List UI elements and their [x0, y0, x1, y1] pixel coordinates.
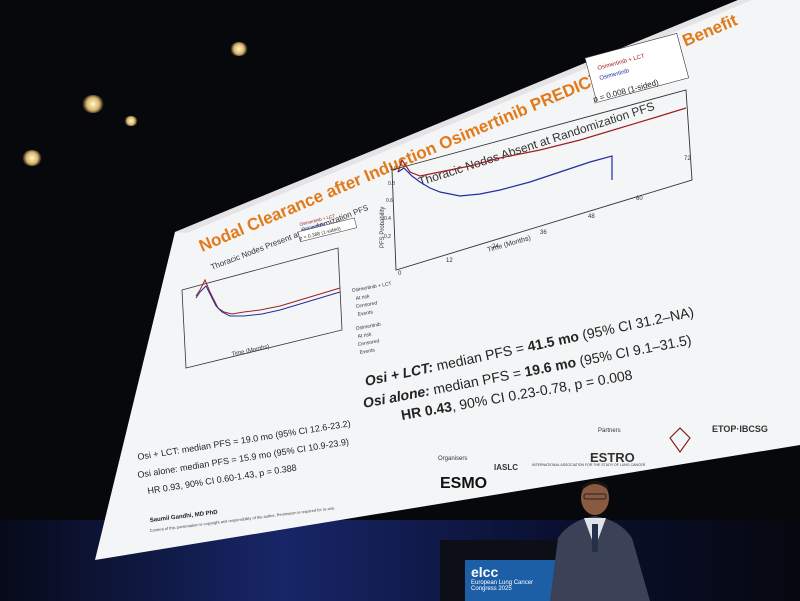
x-tick: 12 — [446, 258, 453, 264]
ceiling-light — [230, 42, 248, 56]
y-tick: 0.4 — [384, 216, 391, 222]
x-tick: 72 — [684, 156, 691, 162]
partner-emblem-icon — [669, 427, 691, 454]
speaker — [550, 481, 650, 601]
x-tick: 60 — [636, 196, 643, 202]
risk-label: Osimertinib — [355, 322, 381, 332]
ceiling-light — [124, 116, 138, 126]
right-y-ticks: 0.2 0.4 0.6 0.8 1.0 — [384, 166, 397, 240]
risk-label: Censored — [355, 300, 378, 310]
risk-label: Events — [357, 309, 374, 318]
left-legend-osi: Osimertinib — [301, 221, 325, 231]
right-ylabel: PFS Probability — [380, 207, 386, 248]
podium-logo: elcc European Lung Cancer Congress 2025 — [465, 560, 565, 601]
y-tick: 0.8 — [388, 181, 395, 187]
x-tick: 0 — [398, 271, 402, 277]
x-tick: 48 — [588, 214, 595, 220]
organisers-label: Organisers — [438, 456, 467, 462]
risk-label: Censored — [357, 338, 380, 348]
x-tick: 24 — [492, 244, 499, 250]
y-tick: 0.2 — [384, 234, 391, 240]
esmo-logo: ESMO — [440, 475, 487, 492]
estro-logo: ESTRO — [590, 450, 635, 465]
risk-label: Events — [359, 347, 376, 356]
ceiling-light — [82, 95, 104, 113]
y-tick: 1.0 — [390, 166, 397, 172]
partners-label: Partners — [598, 428, 621, 434]
risk-label: At risk — [357, 332, 372, 340]
risk-label: At risk — [355, 294, 370, 302]
right-x-ticks: 0 12 24 36 48 60 72 — [398, 156, 691, 277]
ceiling-light — [22, 150, 42, 166]
slide-surface — [95, 0, 800, 560]
iaslc-subtitle: INTERNATIONAL ASSOCIATION FOR THE STUDY … — [532, 463, 646, 467]
iaslc-logo: IASLC — [494, 463, 518, 472]
x-tick: 36 — [540, 230, 547, 236]
y-tick: 0.6 — [386, 198, 393, 204]
etop-logo: ETOP·IBCSG — [712, 424, 768, 434]
